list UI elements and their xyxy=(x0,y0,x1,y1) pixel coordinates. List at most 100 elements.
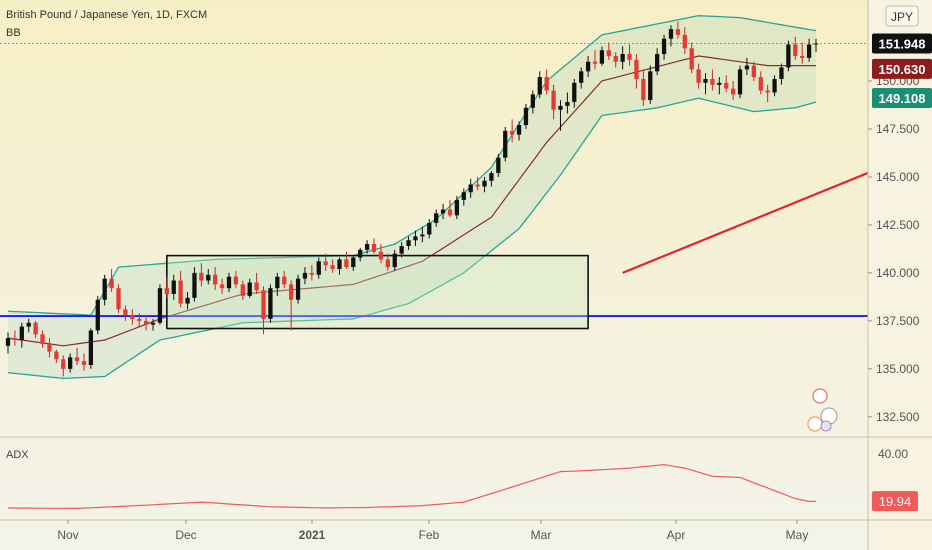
candle[interactable] xyxy=(164,276,169,298)
candle[interactable] xyxy=(461,188,466,206)
candle[interactable] xyxy=(143,315,149,331)
candle[interactable] xyxy=(475,176,480,191)
candle[interactable] xyxy=(613,52,618,68)
candle[interactable] xyxy=(5,332,11,354)
candle[interactable] xyxy=(454,196,460,220)
candle[interactable] xyxy=(406,236,411,250)
candle[interactable] xyxy=(47,338,52,358)
candle[interactable] xyxy=(523,103,529,129)
candle[interactable] xyxy=(226,272,232,293)
candle[interactable] xyxy=(599,46,605,66)
candle[interactable] xyxy=(261,286,266,335)
candle[interactable] xyxy=(537,71,542,99)
candle[interactable] xyxy=(592,50,598,70)
candle[interactable] xyxy=(12,330,18,346)
candle[interactable] xyxy=(786,40,791,72)
candle[interactable] xyxy=(509,119,515,143)
candle[interactable] xyxy=(61,355,66,377)
candle[interactable] xyxy=(275,272,280,296)
candle[interactable] xyxy=(68,353,73,373)
candle[interactable] xyxy=(254,272,259,294)
candle[interactable] xyxy=(806,38,812,62)
candle[interactable] xyxy=(641,69,646,106)
candle[interactable] xyxy=(392,249,397,271)
candle[interactable] xyxy=(206,269,211,285)
candle[interactable] xyxy=(813,38,819,53)
candle[interactable] xyxy=(800,42,805,64)
candle[interactable] xyxy=(516,121,522,141)
candle[interactable] xyxy=(233,270,239,289)
candle[interactable] xyxy=(54,349,59,364)
candle[interactable] xyxy=(737,65,743,99)
candle[interactable] xyxy=(696,63,701,89)
drawn-rectangle-1[interactable] xyxy=(166,254,589,330)
candle[interactable] xyxy=(503,126,508,162)
candle[interactable] xyxy=(413,230,418,246)
candle[interactable] xyxy=(289,280,294,331)
candle[interactable] xyxy=(440,203,446,220)
candle[interactable] xyxy=(323,253,328,271)
candle[interactable] xyxy=(385,253,390,271)
candle[interactable] xyxy=(793,36,798,60)
candle[interactable] xyxy=(26,318,31,333)
candle[interactable] xyxy=(496,153,501,177)
candle[interactable] xyxy=(371,238,377,254)
candle[interactable] xyxy=(157,284,163,325)
candle[interactable] xyxy=(337,257,342,275)
candle[interactable] xyxy=(302,267,308,285)
candle[interactable] xyxy=(530,90,535,114)
candle[interactable] xyxy=(751,61,756,81)
candle[interactable] xyxy=(295,274,301,304)
candle[interactable] xyxy=(565,92,570,114)
candle[interactable] xyxy=(744,57,750,76)
candle[interactable] xyxy=(779,63,784,85)
candle[interactable] xyxy=(730,80,736,101)
candle[interactable] xyxy=(123,305,128,321)
candle[interactable] xyxy=(420,226,425,243)
candle[interactable] xyxy=(689,42,694,74)
candle[interactable] xyxy=(247,278,252,298)
candle[interactable] xyxy=(171,274,176,300)
candle[interactable] xyxy=(116,284,121,314)
candle[interactable] xyxy=(655,48,660,76)
event-markers[interactable] xyxy=(807,388,838,432)
candle[interactable] xyxy=(447,199,453,218)
candle[interactable] xyxy=(572,79,577,108)
candle[interactable] xyxy=(316,257,321,279)
candle[interactable] xyxy=(675,21,681,39)
candle[interactable] xyxy=(620,46,625,70)
candle[interactable] xyxy=(358,247,363,262)
candle[interactable] xyxy=(648,65,653,104)
candle[interactable] xyxy=(19,322,24,348)
candle[interactable] xyxy=(682,27,687,55)
candle[interactable] xyxy=(192,267,197,302)
candle[interactable] xyxy=(627,44,632,66)
candle[interactable] xyxy=(74,347,80,365)
candle[interactable] xyxy=(399,242,404,258)
candle[interactable] xyxy=(282,270,287,289)
candle[interactable] xyxy=(309,265,315,281)
candle[interactable] xyxy=(268,284,273,323)
candle[interactable] xyxy=(81,353,87,371)
candle[interactable] xyxy=(178,270,183,308)
candle[interactable] xyxy=(378,244,384,264)
candle[interactable] xyxy=(150,318,156,331)
candle[interactable] xyxy=(344,251,349,270)
candle[interactable] xyxy=(710,69,715,91)
candle[interactable] xyxy=(544,69,549,95)
candle[interactable] xyxy=(95,295,100,335)
candle[interactable] xyxy=(668,25,674,47)
candle[interactable] xyxy=(40,330,45,348)
candle[interactable] xyxy=(199,263,204,287)
candle[interactable] xyxy=(33,320,38,339)
candle[interactable] xyxy=(137,313,142,327)
candle[interactable] xyxy=(351,255,356,271)
candle[interactable] xyxy=(558,100,563,131)
candle[interactable] xyxy=(434,209,439,227)
candle[interactable] xyxy=(634,54,639,89)
candle[interactable] xyxy=(579,67,584,89)
candle[interactable] xyxy=(364,240,370,254)
candle[interactable] xyxy=(219,278,225,294)
candle[interactable] xyxy=(482,176,487,193)
